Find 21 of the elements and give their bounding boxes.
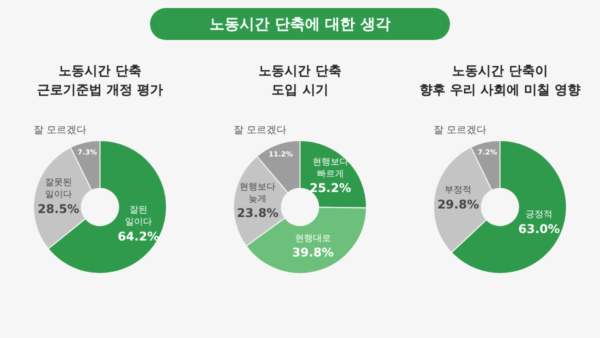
- slice-label: 부정적: [444, 186, 472, 196]
- slice-label: 현행보다 빠르게: [312, 157, 348, 180]
- slice-label: 잘 모르겠다: [234, 125, 287, 136]
- chart-title: 노동시간 단축 도입 시기: [258, 63, 342, 100]
- slice-label: 잘 모르겠다: [434, 125, 487, 136]
- data-label: 63.0%: [518, 222, 560, 236]
- slice-label: 현행보다 늦게: [240, 182, 276, 204]
- slice-label: 현행대로: [294, 234, 331, 244]
- slice-label: 잘못된 일이다: [44, 178, 72, 200]
- slice-label: 잘된 일이다: [124, 206, 152, 228]
- slice-label: 긍정적: [526, 210, 553, 220]
- chart-title: 노동시간 단축이 향후 우리 사회에 미칠 영향: [418, 63, 582, 100]
- data-label: 23.8%: [236, 206, 279, 220]
- chart-title: 노동시간 단축 근로기준법 개정 평가: [36, 63, 164, 100]
- data-label: 39.8%: [292, 246, 334, 260]
- data-label: 28.5%: [38, 202, 80, 216]
- data-label: 29.8%: [437, 197, 479, 212]
- text: 노동시간 단축에 대한 생각: [150, 8, 450, 40]
- slice-label: 잘 모르겠다: [34, 125, 87, 136]
- data-label: 64.2%: [118, 229, 160, 244]
- data-label: 25.2%: [309, 181, 352, 196]
